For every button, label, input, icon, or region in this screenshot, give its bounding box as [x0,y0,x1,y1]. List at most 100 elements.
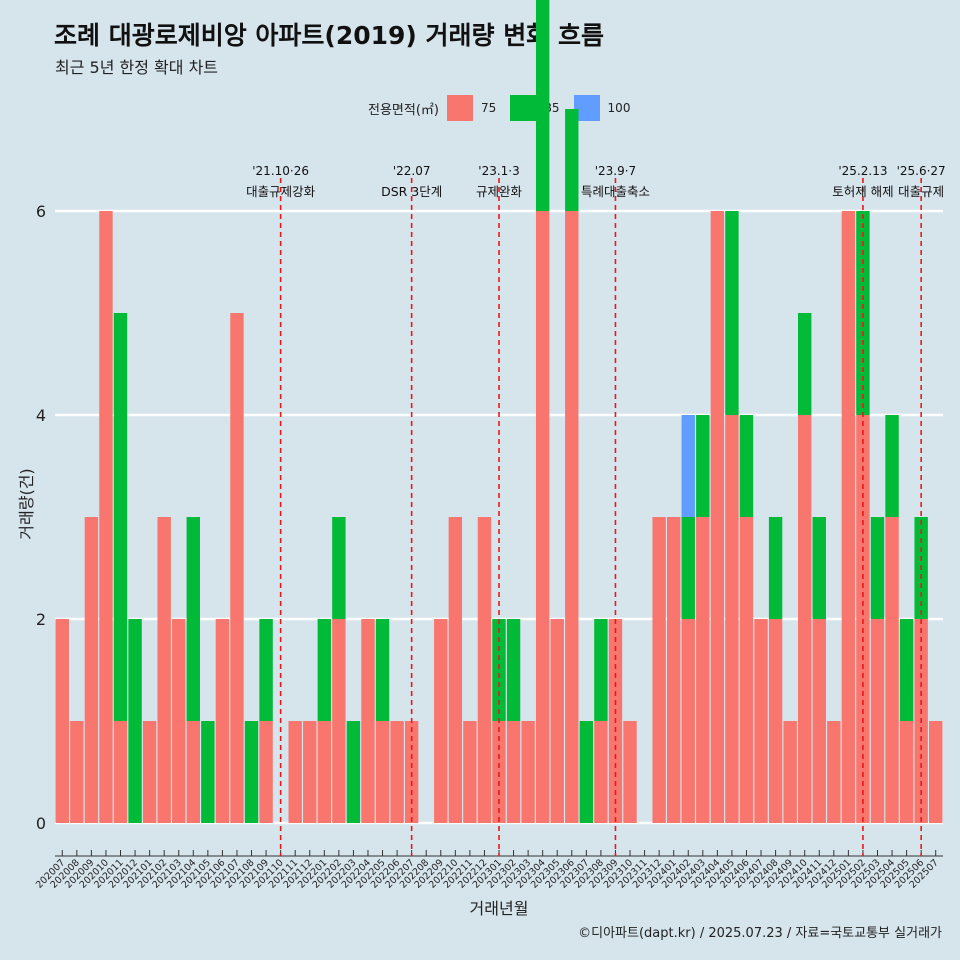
bar-75-202410 [798,415,812,823]
event-date-1: '21.10·26 [252,164,309,178]
legend-title: 전용면적(㎡) [368,102,439,118]
bar-75-202104 [186,721,200,823]
chart-caption: ©디아파트(dapt.kr) / 2025.07.23 / 자료=국토교통부 실… [578,926,942,941]
bar-75-202303 [521,721,535,823]
bar-75-202210 [448,517,463,823]
bar-75-202102 [157,517,171,823]
bar-85-202304 [535,0,550,211]
bar-85-202308 [594,619,608,721]
bar-75-202402 [681,619,695,823]
event-date-5: '25.2.13 [838,164,887,178]
bar-75-202011 [113,721,128,823]
bar-75-202404 [710,211,725,823]
bar-75-202204 [361,619,375,823]
legend-key-85 [510,95,537,121]
bar-75-202412 [827,721,841,823]
y-tick-label: 4 [36,406,46,425]
bar-85-202108 [244,721,259,823]
legend: 전용면적(㎡) 75 85 100 [368,94,644,122]
bar-85-202408 [768,517,783,619]
bar-75-202109 [259,721,273,823]
bar-75-202211 [463,721,477,823]
bar-75-202112 [303,721,317,823]
bar-75-202305 [550,619,564,823]
bar-85-202205 [375,619,390,721]
bar-75-202503 [870,619,885,823]
bar-75-202504 [885,517,899,823]
bar-75-202411 [812,619,826,823]
bar-100-202402 [681,415,695,517]
event-label-5: 토허제 해제 [832,184,893,199]
bar-85-202405 [725,211,739,415]
legend-key-75 [446,95,473,121]
event-date-4: '23.9·7 [595,164,636,178]
bar-75-202103 [172,619,186,823]
bar-85-202011 [113,313,128,721]
bar-75-202201 [317,721,332,823]
bar-85-202104 [186,517,200,721]
bar-75-202407 [754,619,768,823]
bar-75-202403 [696,517,710,823]
event-label-2: DSR 3단계 [381,184,442,199]
bar-85-202402 [681,517,695,619]
bar-75-202205 [375,721,390,823]
bar-75-202101 [142,721,157,823]
bar-75-202505 [899,721,914,823]
event-label-4: 특례대출축소 [581,184,650,199]
bar-85-202307 [579,721,594,823]
y-tick-label: 2 [36,610,46,629]
bar-75-202409 [783,721,797,823]
bar-75-202405 [725,415,739,823]
bar-75-202302 [506,721,521,823]
bar-75-202106 [215,619,230,823]
bar-85-202306 [565,109,579,211]
bar-85-202012 [128,619,142,823]
bar-75-202507 [929,721,943,823]
bar-75-202107 [230,313,244,823]
legend-label-100: 100 [607,101,631,115]
bar-75-202401 [666,517,681,823]
bar-75-202007 [55,619,69,823]
bar-85-202406 [739,415,754,517]
event-label-6: 대출규제 [898,184,944,199]
chart-subtitle: 최근 5년 한정 확대 차트 [55,58,219,77]
bar-75-202010 [99,211,113,823]
bar-75-202206 [390,721,404,823]
bar-75-202212 [477,517,492,823]
bar-85-202202 [332,517,346,619]
bar-85-202201 [317,619,332,721]
bar-75-202209 [434,619,448,823]
bar-85-202411 [812,517,826,619]
bar-75-202406 [739,517,754,823]
bar-85-202203 [346,721,361,823]
x-axis-title: 거래년월 [470,899,529,918]
bar-75-202008 [70,721,84,823]
bar-75-202408 [768,619,783,823]
legend-label-75: 75 [480,101,497,115]
bar-85-202410 [798,313,812,415]
bar-75-202202 [332,619,346,823]
bar-85-202503 [870,517,885,619]
bar-85-202403 [696,415,710,517]
bar-85-202109 [259,619,273,721]
event-date-6: '25.6·27 [897,164,946,178]
bar-75-202310 [623,721,637,823]
y-tick-label: 0 [36,814,46,833]
bar-85-202105 [201,721,215,823]
bar-85-202301 [492,619,506,721]
y-tick-label: 6 [36,202,46,221]
event-label-3: 규제완화 [476,184,523,199]
y-axis-title: 거래량(건) [17,468,36,539]
bar-75-202304 [535,211,550,823]
bar-75-202501 [841,211,856,823]
bar-85-202504 [885,415,899,517]
bar-85-202505 [899,619,914,721]
bar-75-202308 [594,721,608,823]
event-date-2: '22.07 [393,164,431,178]
event-date-3: '23.1·3 [478,164,519,178]
chart-title: 조례 대광로제비앙 아파트(2019) 거래량 변화 흐름 [54,21,604,50]
bar-75-202312 [652,517,666,823]
bar-75-202009 [84,517,99,823]
bar-85-202302 [506,619,521,721]
